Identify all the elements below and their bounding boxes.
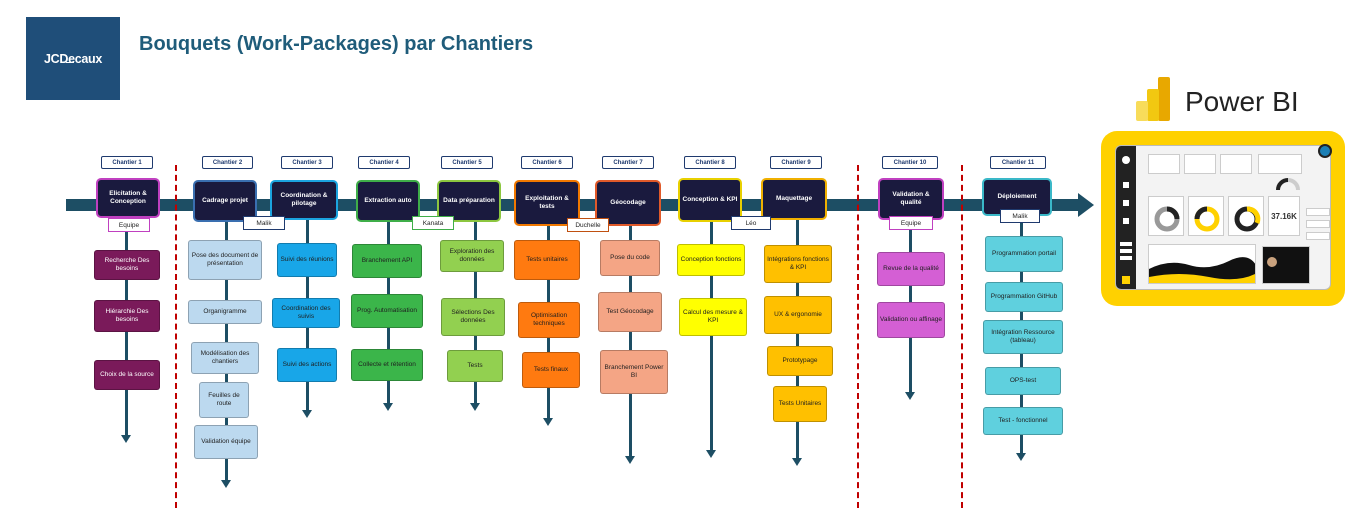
chantier-9-box: Maquettage: [761, 178, 827, 220]
chantier-7-line: [628, 226, 632, 458]
chantier-2-label: Chantier 2: [202, 156, 253, 169]
chantier-2-task-2: Organigramme: [188, 300, 262, 324]
chantier-2-task-3: Modélisation des chantiers: [191, 342, 259, 374]
chantier-1-task-2: Hiérarchie Des besoins: [94, 300, 160, 332]
chantier-3-label: Chantier 3: [281, 156, 333, 169]
chantier-1-owner: Equipe: [108, 218, 150, 232]
separator-1: [175, 165, 177, 508]
chantier-4-task-3: Collecte et rétention: [351, 349, 423, 381]
chantier-8-line: [709, 222, 713, 452]
chantier-6-label: Chantier 6: [521, 156, 573, 169]
logo-mark: [66, 62, 74, 63]
chantier-11-task-1: Programmation portail: [985, 236, 1063, 272]
jcdecaux-logo: JCDecaux: [26, 17, 120, 100]
chantier-9-line: [795, 220, 799, 460]
chantier-8-task-1: Conception fonctions: [677, 244, 745, 276]
chantier-4-task-2: Prog. Automatisation: [351, 294, 423, 328]
chantier-8-label: Chantier 8: [684, 156, 736, 169]
chantier-9-task-2: UX & ergonomie: [764, 296, 832, 334]
chantier-1-task-1: Recherche Des besoins: [94, 250, 160, 280]
chantier-8-task-2: Calcul des mesure & KPI: [679, 298, 747, 336]
chantier-9-task-1: Intégrations fonctions & KPI: [764, 245, 832, 283]
chantier-11-task-2: Programmation GitHub: [985, 282, 1063, 312]
chantier-11-arrowhead: [1016, 453, 1026, 461]
chantier-1-label: Chantier 1: [101, 156, 153, 169]
chantier-10-owner: Equipe: [889, 216, 933, 230]
chantier-7-arrowhead: [625, 456, 635, 464]
powerbi-label: Power BI: [1185, 86, 1299, 117]
powerbi-logo-icon: [1136, 77, 1170, 121]
chantier-6-task-1: Tests unitaires: [514, 240, 580, 280]
chantier-7-task-3: Branchement Power BI: [600, 350, 668, 394]
chantier-5-owner: Kanata: [412, 216, 454, 230]
dashboard-sidebar: [1116, 146, 1136, 289]
chantier-10-arrowhead: [905, 392, 915, 400]
chantier-10-label: Chantier 10: [882, 156, 938, 169]
timeline-arrowhead: [1078, 193, 1094, 217]
dashboard-dot: [1318, 144, 1332, 158]
chantier-3-task-1: Suivi des réunions: [277, 243, 337, 277]
chantier-5-label: Chantier 5: [441, 156, 493, 169]
chantier-10-task-2: Validation ou affinage: [877, 302, 945, 338]
logo-text: JCDecaux: [43, 51, 103, 66]
chantier-9-task-4: Tests Unitaires: [773, 386, 827, 422]
chantier-3-owner: Malik: [243, 216, 285, 230]
chantier-6-task-3: Tests finaux: [522, 352, 580, 388]
chantier-11-owner: Malik: [1000, 209, 1040, 223]
chantier-8-box: Conception & KPI: [678, 178, 742, 222]
chantier-3-arrowhead: [302, 410, 312, 418]
chantier-2-task-4: Feuilles de route: [199, 382, 249, 418]
chantier-2-box: Cadrage projet: [193, 180, 257, 222]
chantier-7-owner: Duchelle: [567, 218, 609, 232]
chantier-2-task-1: Pose des document de présentation: [188, 240, 262, 280]
chantier-9-label: Chantier 9: [770, 156, 822, 169]
chantier-3-task-3: Suivi des actions: [277, 348, 337, 382]
separator-3: [961, 165, 963, 508]
dashboard-kpi: 37.16K: [1268, 196, 1300, 236]
page-title: Bouquets (Work-Packages) par Chantiers: [139, 33, 534, 55]
chantier-11-task-5: Test - fonctionnel: [983, 407, 1063, 435]
chantier-4-arrowhead: [383, 403, 393, 411]
chantier-10-box: Validation & qualité: [878, 178, 944, 220]
chantier-11-task-4: OPS-test: [985, 367, 1061, 395]
chantier-7-label: Chantier 7: [602, 156, 654, 169]
chantier-1-arrowhead: [121, 435, 131, 443]
chantier-9-arrowhead: [792, 458, 802, 466]
chantier-9-owner: Léo: [731, 216, 771, 230]
chantier-4-box: Extraction auto: [356, 180, 420, 222]
chantier-2-task-5: Validation équipe: [194, 425, 258, 459]
chantier-9-task-3: Prototypage: [767, 346, 833, 376]
chantier-5-box: Data préparation: [437, 180, 501, 222]
chantier-11-label: Chantier 11: [990, 156, 1046, 169]
chantier-7-task-2: Test Géocodage: [598, 292, 662, 332]
chantier-5-task-1: Exploration des données: [440, 240, 504, 272]
dashboard-preview: 37.16K: [1115, 145, 1331, 290]
chantier-2-arrowhead: [221, 480, 231, 488]
chantier-5-task-3: Tests: [447, 350, 503, 382]
chantier-8-arrowhead: [706, 450, 716, 458]
chantier-4-label: Chantier 4: [358, 156, 410, 169]
chantier-5-task-2: Sélections Des données: [441, 298, 505, 336]
chantier-3-box: Coordination & pilotage: [270, 180, 338, 220]
separator-2: [857, 165, 859, 508]
chantier-3-task-2: Coordination des suivis: [272, 298, 340, 328]
chantier-5-arrowhead: [470, 403, 480, 411]
chantier-11-task-3: Intégration Ressource (tableau): [983, 320, 1063, 354]
chantier-10-task-1: Revue de la qualité: [877, 252, 945, 286]
chantier-6-task-2: Optimisation techniques: [518, 302, 580, 338]
chantier-7-task-1: Pose du code: [600, 240, 660, 276]
chantier-1-box: Elicitation & Conception: [96, 178, 160, 218]
chantier-6-arrowhead: [543, 418, 553, 426]
gauge-icon: [1276, 178, 1300, 191]
chantier-4-task-1: Branchement API: [352, 244, 422, 278]
chantier-1-task-3: Choix de la source: [94, 360, 160, 390]
